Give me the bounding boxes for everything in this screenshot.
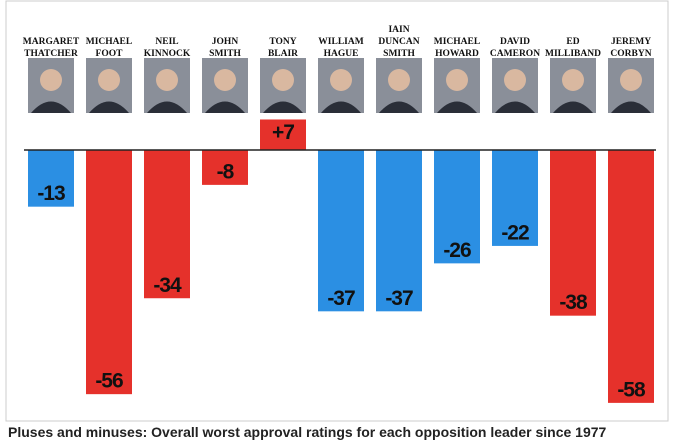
leader-name: MICHAEL FOOT [86,37,132,59]
leader-name: TONY BLAIR [268,37,298,59]
bar [144,150,190,299]
value-label: -26 [443,239,471,262]
value-label: -58 [617,378,646,401]
leader-name: JOHN SMITH [209,37,241,59]
photo-head [330,69,352,91]
photo-head [562,69,584,91]
photo-head [98,69,120,91]
photo-head [620,69,642,91]
photo-body [89,101,129,113]
value-label: -34 [153,274,182,297]
value-label: -56 [95,370,123,393]
photo-body [611,101,651,113]
value-label: -38 [559,291,588,314]
bar [434,150,480,264]
photo-head [272,69,294,91]
value-label: -13 [37,182,65,205]
photo-body [263,101,303,113]
value-label: -37 [327,287,355,310]
photo-body [553,101,593,113]
value-label: -22 [501,221,529,244]
photo-head [40,69,62,91]
leader-name: DAVID CAMERON [490,37,540,59]
photo-body [147,101,187,113]
leader-name: JEREMY CORBYN [610,37,651,59]
bar [376,150,422,312]
value-label: +7 [272,121,294,144]
photo-body [321,101,361,113]
leader-name: NEIL KINNOCK [144,37,191,59]
photo-body [495,101,535,113]
bar [260,119,306,150]
photo-head [156,69,178,91]
leader-name: MARGARET THATCHER [23,37,80,59]
photo-head [446,69,468,91]
leader-name: ED MILLIBAND [545,37,601,59]
bar [28,150,74,207]
leader-name: WILLIAM HAGUE [318,37,363,59]
value-label: -8 [217,160,235,183]
photo-body [205,101,245,113]
bar [492,150,538,246]
photo-head [214,69,236,91]
leader-name: MICHAEL HOWARD [434,37,480,59]
photo-body [437,101,477,113]
photo-body [31,101,71,113]
leader-name: IAIN DUNCAN SMITH [378,25,419,59]
photo-head [504,69,526,91]
caption: Pluses and minuses: Overall worst approv… [8,424,607,440]
bar [86,150,132,395]
value-label: -37 [385,287,413,310]
bar [550,150,596,316]
photo-head [388,69,410,91]
photo-body [379,101,419,113]
bar [318,150,364,312]
bar [202,150,248,185]
bar [608,150,654,403]
